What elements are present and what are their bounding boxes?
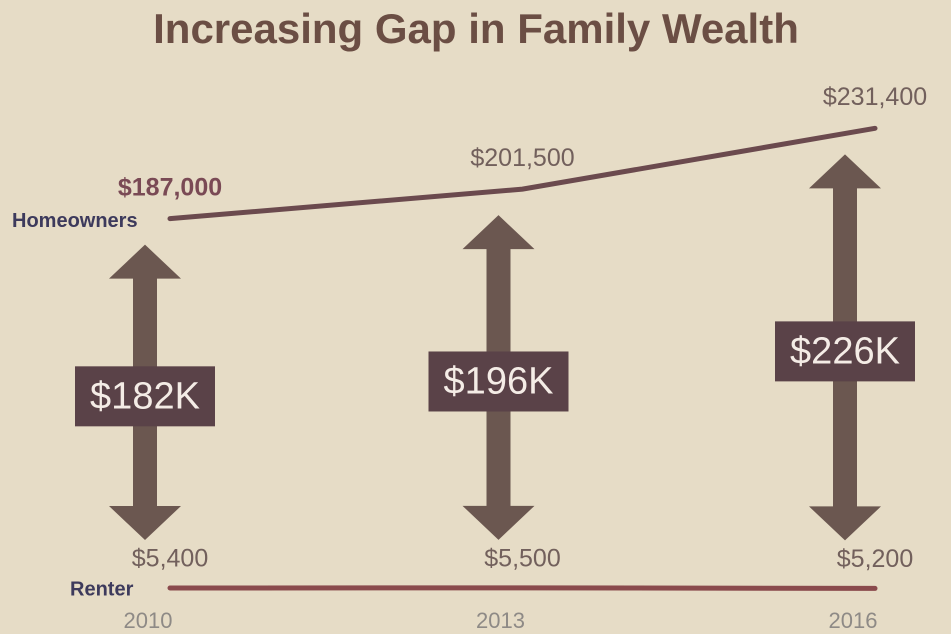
- value-label: $201,500: [470, 144, 574, 172]
- series-line: [167, 585, 878, 591]
- series-name: Renter: [70, 578, 134, 600]
- x-tick-label: 2013: [476, 608, 525, 633]
- series-line: [167, 125, 878, 222]
- gap-label: $182K: [90, 375, 200, 417]
- chart-title: Increasing Gap in Family Wealth: [153, 5, 799, 52]
- gap-label-box: [428, 351, 569, 412]
- value-label: $187,000: [118, 173, 222, 201]
- x-tick-label: 2016: [829, 608, 878, 633]
- value-label: $5,500: [484, 544, 560, 572]
- x-tick-label: 2010: [124, 608, 173, 633]
- series-name: Homeowners: [12, 210, 138, 232]
- gap-label-box: [75, 366, 215, 427]
- value-label: $5,400: [132, 545, 208, 573]
- gap-label-box: [775, 321, 915, 382]
- value-label: $231,400: [823, 83, 927, 111]
- gap-label: $196K: [444, 361, 554, 403]
- value-label: $5,200: [837, 545, 913, 573]
- gap-label: $226K: [790, 330, 900, 372]
